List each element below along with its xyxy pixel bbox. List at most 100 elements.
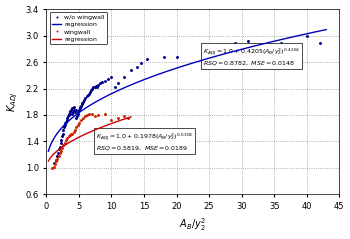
Point bbox=[58, 141, 63, 145]
Point bbox=[75, 112, 80, 116]
Text: $K_{ADJ}=1.0+0.4205(A_B/y_2^2)^{0.4263}$
$RSQ=0.8782,\ MSE=0.0148$: $K_{ADJ}=1.0+0.4205(A_B/y_2^2)^{0.4263}$… bbox=[203, 46, 300, 67]
Point bbox=[63, 120, 69, 124]
Point bbox=[57, 152, 63, 155]
Point bbox=[96, 113, 101, 117]
Point bbox=[98, 81, 103, 85]
Point bbox=[55, 152, 61, 155]
Point bbox=[102, 79, 108, 82]
Point bbox=[64, 118, 69, 122]
Y-axis label: $K_{ADJ}$: $K_{ADJ}$ bbox=[6, 92, 20, 112]
Point bbox=[76, 110, 81, 114]
Point bbox=[59, 146, 65, 150]
Point bbox=[82, 114, 88, 118]
Point bbox=[89, 87, 95, 90]
Point bbox=[76, 108, 82, 112]
Point bbox=[51, 161, 57, 165]
Point bbox=[73, 108, 78, 112]
Point bbox=[81, 98, 87, 102]
Point bbox=[278, 42, 284, 45]
Point bbox=[115, 116, 121, 120]
Point bbox=[161, 55, 166, 59]
Point bbox=[200, 46, 205, 49]
Point bbox=[78, 118, 84, 122]
Point bbox=[83, 97, 88, 100]
Point bbox=[232, 42, 238, 45]
Point bbox=[57, 147, 62, 151]
Point bbox=[65, 114, 71, 118]
Point bbox=[145, 57, 150, 61]
Point bbox=[58, 138, 64, 142]
Point bbox=[71, 108, 77, 112]
Point bbox=[92, 85, 97, 89]
Point bbox=[122, 75, 127, 78]
Point bbox=[112, 85, 118, 89]
Point bbox=[70, 110, 76, 114]
Point bbox=[62, 121, 68, 125]
Point bbox=[108, 118, 114, 122]
Point bbox=[89, 112, 95, 116]
Point bbox=[90, 85, 96, 89]
Point bbox=[56, 154, 62, 158]
Point bbox=[61, 128, 66, 131]
Point bbox=[61, 143, 66, 147]
Point bbox=[128, 68, 134, 72]
Point bbox=[102, 112, 108, 116]
Point bbox=[174, 55, 179, 59]
Point bbox=[70, 112, 75, 116]
Point bbox=[75, 123, 80, 127]
Point bbox=[317, 42, 322, 45]
Point bbox=[59, 134, 64, 138]
Point bbox=[77, 106, 82, 110]
Point bbox=[74, 125, 79, 129]
X-axis label: $A_B/y_2^2$: $A_B/y_2^2$ bbox=[179, 217, 206, 234]
Point bbox=[84, 95, 90, 98]
Point bbox=[99, 80, 105, 84]
Point bbox=[86, 92, 91, 96]
Legend: w/o wingwall, regression, wingwall, regression: w/o wingwall, regression, wingwall, regr… bbox=[50, 12, 107, 44]
Point bbox=[122, 114, 127, 118]
Point bbox=[74, 114, 80, 118]
Point bbox=[86, 112, 91, 116]
Point bbox=[52, 162, 58, 166]
Point bbox=[72, 128, 78, 131]
Point bbox=[245, 39, 251, 43]
Point bbox=[72, 105, 77, 109]
Point bbox=[64, 116, 70, 120]
Point bbox=[54, 154, 60, 158]
Point bbox=[72, 110, 78, 114]
Point bbox=[74, 116, 79, 120]
Text: $K_{ADJ}=1.0+0.1978(A_B/y_2^2)^{0.5308}$
$RSQ=0.5819,\ MSE=0.0189$: $K_{ADJ}=1.0+0.1978(A_B/y_2^2)^{0.5308}$… bbox=[96, 131, 194, 152]
Point bbox=[115, 81, 121, 85]
Point bbox=[66, 112, 72, 116]
Point bbox=[60, 132, 65, 136]
Point bbox=[125, 116, 131, 120]
Point bbox=[70, 132, 75, 136]
Point bbox=[80, 116, 86, 120]
Point bbox=[58, 149, 63, 153]
Point bbox=[79, 103, 84, 106]
Point bbox=[84, 113, 90, 117]
Point bbox=[96, 83, 101, 87]
Point bbox=[57, 145, 63, 149]
Point bbox=[51, 165, 56, 168]
Point bbox=[64, 136, 70, 140]
Point bbox=[76, 121, 82, 125]
Point bbox=[138, 61, 144, 65]
Point bbox=[77, 105, 83, 109]
Point bbox=[55, 157, 60, 161]
Point bbox=[66, 134, 71, 138]
Point bbox=[61, 125, 67, 129]
Point bbox=[62, 141, 68, 145]
Point bbox=[105, 77, 111, 81]
Point bbox=[66, 113, 71, 117]
Point bbox=[49, 166, 55, 170]
Point bbox=[68, 109, 73, 113]
Point bbox=[68, 108, 74, 112]
Point bbox=[69, 106, 75, 110]
Point bbox=[92, 114, 98, 118]
Point bbox=[62, 123, 68, 127]
Point bbox=[79, 101, 85, 105]
Point bbox=[78, 104, 84, 108]
Point bbox=[85, 93, 91, 97]
Point bbox=[53, 158, 58, 162]
